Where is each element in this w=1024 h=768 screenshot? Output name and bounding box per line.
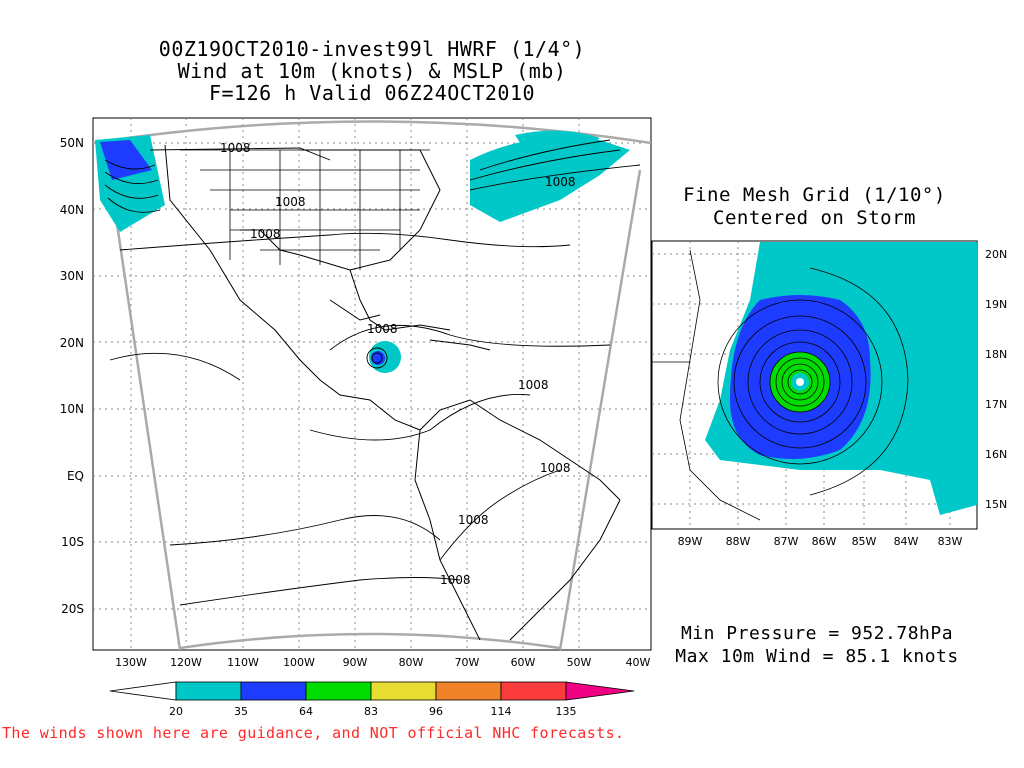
isobars <box>104 139 641 606</box>
colorbar-bin <box>240 681 307 701</box>
isobar-label: 1008 <box>458 513 489 527</box>
lon-label: 40W <box>626 656 651 669</box>
lat-label: 15N <box>985 498 1007 511</box>
colorbar-label: 64 <box>299 705 313 718</box>
colorbar-label: 35 <box>234 705 248 718</box>
colorbar-bin <box>175 681 242 701</box>
title-line-2: Wind at 10m (knots) & MSLP (mb) <box>177 59 567 83</box>
title-line-3: F=126 h Valid 06Z24OCT2010 <box>208 81 536 105</box>
fine-mesh-lat-labels: 20N 19N 18N 17N 16N 15N <box>985 248 1007 511</box>
colorbar-label: 83 <box>364 705 378 718</box>
lon-label: 87W <box>774 535 799 548</box>
min-pressure: Min Pressure = 952.78hPa <box>680 623 954 644</box>
lon-label: 130W <box>115 656 147 669</box>
lat-label: 16N <box>985 448 1007 461</box>
title-line-1: 00Z19OCT2010-invest99l HWRF (1/4°) <box>158 37 586 61</box>
isobar-label: 1008 <box>275 195 306 209</box>
colorbar-bin <box>370 681 437 701</box>
colorbar-labels: 20 35 64 83 96 114 135 <box>169 705 577 718</box>
main-lat-labels: 50N 40N 30N 20N 10N EQ 10S 20S <box>60 136 84 616</box>
max-wind: Max 10m Wind = 85.1 knots <box>675 646 959 667</box>
lat-label: 19N <box>985 298 1007 311</box>
isobar-label: 1008 <box>367 322 398 336</box>
lat-label: 18N <box>985 348 1007 361</box>
lat-label: EQ <box>67 469 84 483</box>
lon-label: 89W <box>678 535 703 548</box>
fine-mesh-map: 20N 19N 18N 17N 16N 15N 89W 88W 87W 86W … <box>651 240 1007 548</box>
colorbar-label: 96 <box>429 705 443 718</box>
lat-label: 20S <box>61 602 84 616</box>
lat-label: 20N <box>60 336 84 350</box>
colorbar-label: 135 <box>556 705 577 718</box>
isobar-label: 1008 <box>220 141 251 155</box>
lat-label: 10N <box>60 402 84 416</box>
fine-mesh-lon-labels: 89W 88W 87W 86W 85W 84W 83W <box>678 535 963 548</box>
lat-label: 40N <box>60 203 84 217</box>
isobar-label: 1008 <box>545 175 576 189</box>
fine-mesh-title-line-1: Fine Mesh Grid (1/10°) <box>683 184 946 206</box>
colorbar-bin <box>565 681 635 701</box>
disclaimer: The winds shown here are guidance, and N… <box>2 724 625 742</box>
lon-label: 83W <box>938 535 963 548</box>
lon-label: 80W <box>399 656 424 669</box>
isobar-label: 1008 <box>540 461 571 475</box>
graticule <box>93 118 651 650</box>
isobar-label: 1008 <box>518 378 549 392</box>
isobar-label: 1008 <box>440 573 471 587</box>
isobar-labels: 1008 1008 1008 1008 1008 1008 1008 1008 … <box>220 141 576 587</box>
lat-label: 30N <box>60 269 84 283</box>
lon-label: 110W <box>227 656 259 669</box>
lat-label: 50N <box>60 136 84 150</box>
fine-mesh-title-line-2: Centered on Storm <box>713 207 916 229</box>
lon-label: 88W <box>726 535 751 548</box>
lat-label: 17N <box>985 398 1007 411</box>
lon-label: 84W <box>894 535 919 548</box>
lat-label: 10S <box>61 535 84 549</box>
lon-label: 50W <box>567 656 592 669</box>
coastlines <box>164 144 621 641</box>
colorbar-bin <box>500 681 567 701</box>
lon-label: 90W <box>343 656 368 669</box>
wind-colorbar: 20 35 64 83 96 114 135 <box>109 681 635 718</box>
lon-label: 70W <box>455 656 480 669</box>
colorbar-label: 114 <box>491 705 512 718</box>
lon-label: 85W <box>852 535 877 548</box>
lat-label: 20N <box>985 248 1007 261</box>
colorbar-label: 20 <box>169 705 183 718</box>
lon-label: 86W <box>812 535 837 548</box>
colorbar-bin <box>305 681 372 701</box>
main-lon-labels: 130W 120W 110W 100W 90W 80W 70W 60W 50W … <box>115 656 650 669</box>
lon-label: 60W <box>511 656 536 669</box>
lon-label: 100W <box>283 656 315 669</box>
isobar-label: 1008 <box>250 227 281 241</box>
colorbar-bin <box>435 681 502 701</box>
wind-shading <box>95 130 630 373</box>
lon-label: 120W <box>170 656 202 669</box>
